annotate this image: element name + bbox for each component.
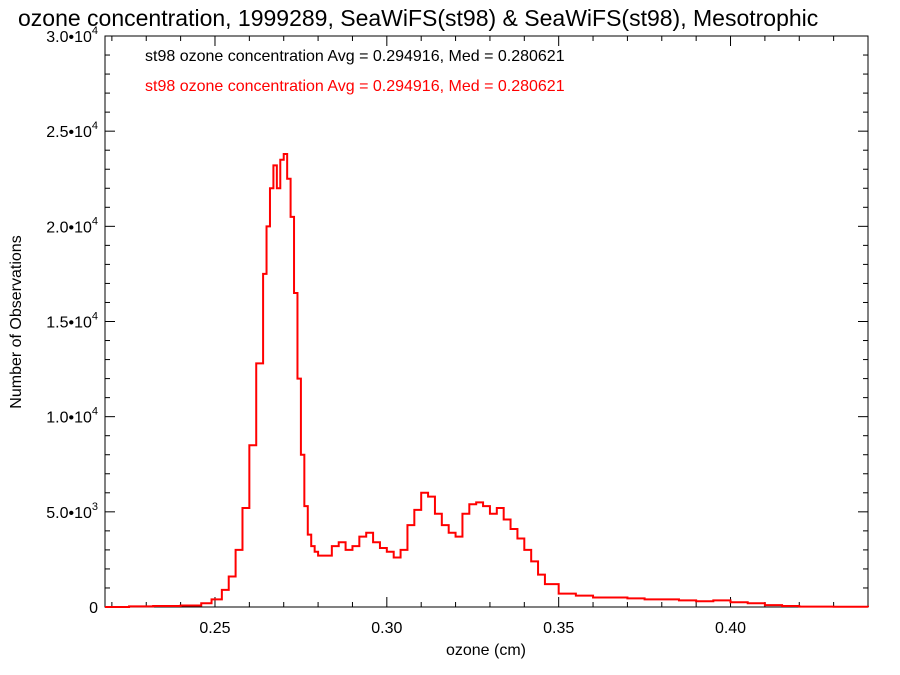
- y-tick-label: 3.0•104: [46, 25, 98, 46]
- x-tick-label: 0.40: [715, 620, 746, 637]
- y-tick-label: 5.0•103: [46, 501, 98, 522]
- x-axis-label: ozone (cm): [446, 642, 526, 659]
- y-tick-label: 2.5•104: [46, 120, 98, 141]
- plot-frame: [104, 35, 869, 608]
- y-axis-label: Number of Observations: [8, 235, 25, 408]
- x-tick-label: 0.30: [371, 620, 402, 637]
- y-tick-label: 0: [89, 600, 98, 617]
- x-tick-labels: 0.25 0.30 0.35 0.40: [199, 620, 746, 637]
- x-tick-label: 0.35: [543, 620, 574, 637]
- axis-ticks: [105, 35, 869, 608]
- y-tick-label: 2.0•104: [46, 215, 98, 236]
- chart-title: ozone concentration, 1999289, SeaWiFS(st…: [18, 5, 818, 31]
- y-tick-label: 1.0•104: [46, 406, 98, 427]
- legend-entry-2: st98 ozone concentration Avg = 0.294916,…: [145, 78, 565, 95]
- series-line: [105, 153, 869, 608]
- legend-entry-1: st98 ozone concentration Avg = 0.294916,…: [145, 48, 565, 65]
- y-tick-label: 1.5•104: [46, 311, 98, 332]
- y-tick-labels: 0 5.0•103 1.0•104 1.5•104 2.0•104 2.5•104 3.0•…: [46, 25, 98, 617]
- x-tick-label: 0.25: [199, 620, 230, 637]
